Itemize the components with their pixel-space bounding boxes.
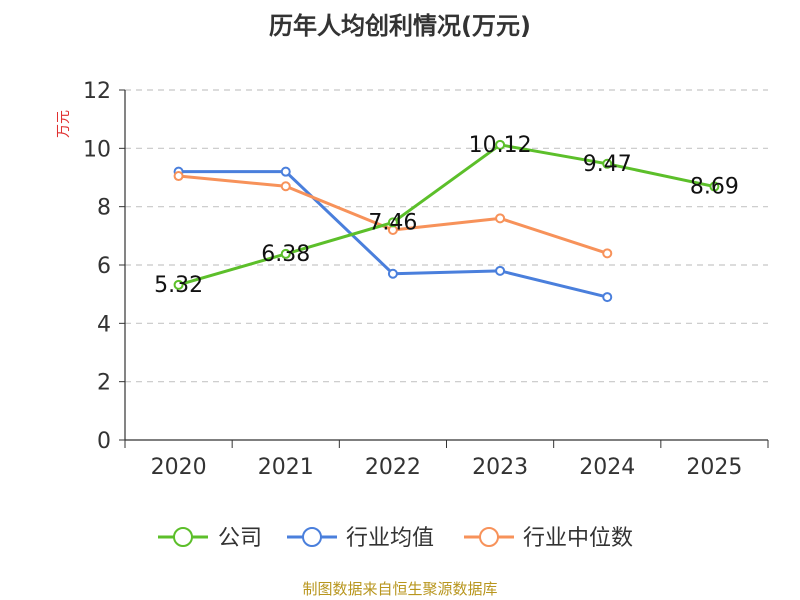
- grid-lines: [125, 89, 768, 383]
- y-tick-label: 10: [83, 137, 111, 162]
- data-label: 6.38: [261, 242, 310, 267]
- series-lines: [173, 139, 720, 303]
- x-tick-label: 2023: [472, 455, 528, 480]
- data-point: [280, 248, 291, 259]
- data-point: [602, 248, 613, 259]
- data-label: 8.69: [690, 175, 739, 200]
- y-tick-label: 2: [97, 371, 111, 396]
- y-tick-label: 12: [83, 79, 111, 104]
- chart-title: 历年人均创利情况(万元): [269, 12, 531, 40]
- data-point: [173, 279, 184, 290]
- data-point: [280, 181, 291, 192]
- series-line-0: [178, 143, 715, 287]
- legend-label: 行业均值: [346, 526, 434, 551]
- data-point: [602, 292, 613, 303]
- x-tick-label: 2025: [686, 455, 742, 480]
- y-tick-label: 0: [97, 429, 111, 454]
- legend-label: 行业中位数: [523, 526, 633, 551]
- x-tick-label: 2022: [365, 455, 421, 480]
- source-note: 制图数据来自恒生聚源数据库: [302, 580, 498, 598]
- data-point: [495, 139, 506, 150]
- data-labels: 5.32 6.38 7.46 10.12 9.47 8.69: [154, 133, 739, 298]
- x-tick-label: 2021: [258, 455, 314, 480]
- data-point: [280, 166, 291, 177]
- data-point: [495, 265, 506, 276]
- legend-item-2[interactable]: 行业中位数: [464, 526, 633, 551]
- data-label: 5.32: [154, 273, 203, 298]
- legend-marker: [173, 527, 193, 547]
- legend-item-0[interactable]: 公司: [158, 526, 262, 551]
- y-axis-label: 万元: [56, 110, 72, 138]
- data-point: [495, 213, 506, 224]
- data-point: [387, 268, 398, 279]
- legend-marker: [479, 527, 499, 547]
- data-label: 10.12: [469, 133, 532, 158]
- legend[interactable]: 公司 行业均值 行业中位数: [158, 526, 633, 551]
- legend-label: 公司: [218, 526, 262, 551]
- legend-marker: [302, 527, 322, 547]
- data-point: [387, 217, 398, 228]
- data-point: [602, 158, 613, 169]
- y-tick-label: 8: [97, 196, 111, 221]
- data-label: 9.47: [583, 152, 632, 177]
- y-tick-label: 4: [97, 312, 111, 337]
- axes: 0 2 4 6 8 10 12 2020 2021 2022 2023 2024 2025: [83, 79, 769, 480]
- data-label: 7.46: [368, 210, 417, 235]
- data-point: [709, 181, 720, 192]
- y-tick-label: 6: [97, 254, 111, 279]
- x-tick-label: 2020: [151, 455, 207, 480]
- legend-item-1[interactable]: 行业均值: [287, 526, 434, 551]
- x-tick-label: 2024: [579, 455, 635, 480]
- data-point: [173, 171, 184, 182]
